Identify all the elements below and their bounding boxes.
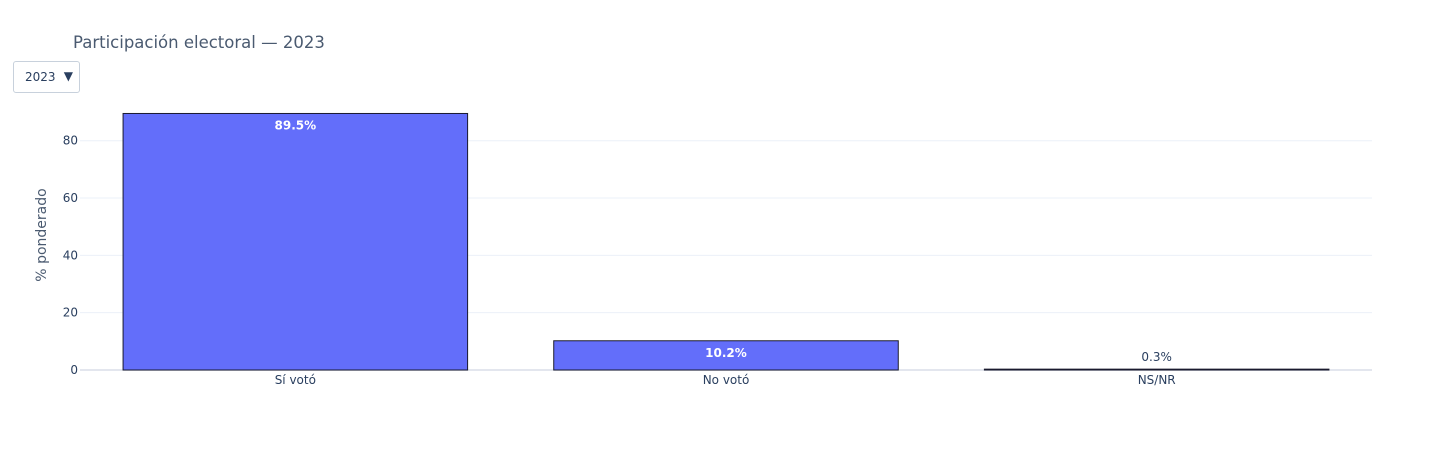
y-tick-label: 60 [63, 191, 78, 205]
bar-value-label: 89.5% [275, 118, 317, 132]
chart-title: Participación electoral — 2023 [73, 33, 325, 52]
bar-value-label: 10.2% [705, 346, 747, 360]
year-dropdown[interactable]: 2023 ▼ [13, 61, 80, 93]
axis-layer: 0 20 40 60 80 % ponderado Sí votó No votó NS/NR [34, 134, 1176, 387]
bar [553, 340, 899, 371]
label-layer: 89.5% 10.2% 0.3% [275, 118, 1172, 364]
bar-value-label: 0.3% [1141, 350, 1172, 364]
triangle-down-icon: ▼ [63, 69, 73, 83]
x-tick-label: NS/NR [1138, 373, 1176, 387]
x-tick-label: No votó [703, 373, 750, 387]
y-tick-label: 20 [63, 306, 78, 320]
y-tick-label: 40 [63, 248, 78, 262]
bar [983, 368, 1330, 371]
y-tick-label: 0 [70, 363, 78, 377]
x-tick-label: Sí votó [275, 373, 316, 387]
bar-layer [122, 112, 1330, 371]
year-dropdown-value: 2023 [25, 70, 56, 84]
bar [122, 112, 469, 371]
y-axis-title: % ponderado [34, 188, 50, 281]
y-tick-label: 80 [63, 134, 78, 148]
